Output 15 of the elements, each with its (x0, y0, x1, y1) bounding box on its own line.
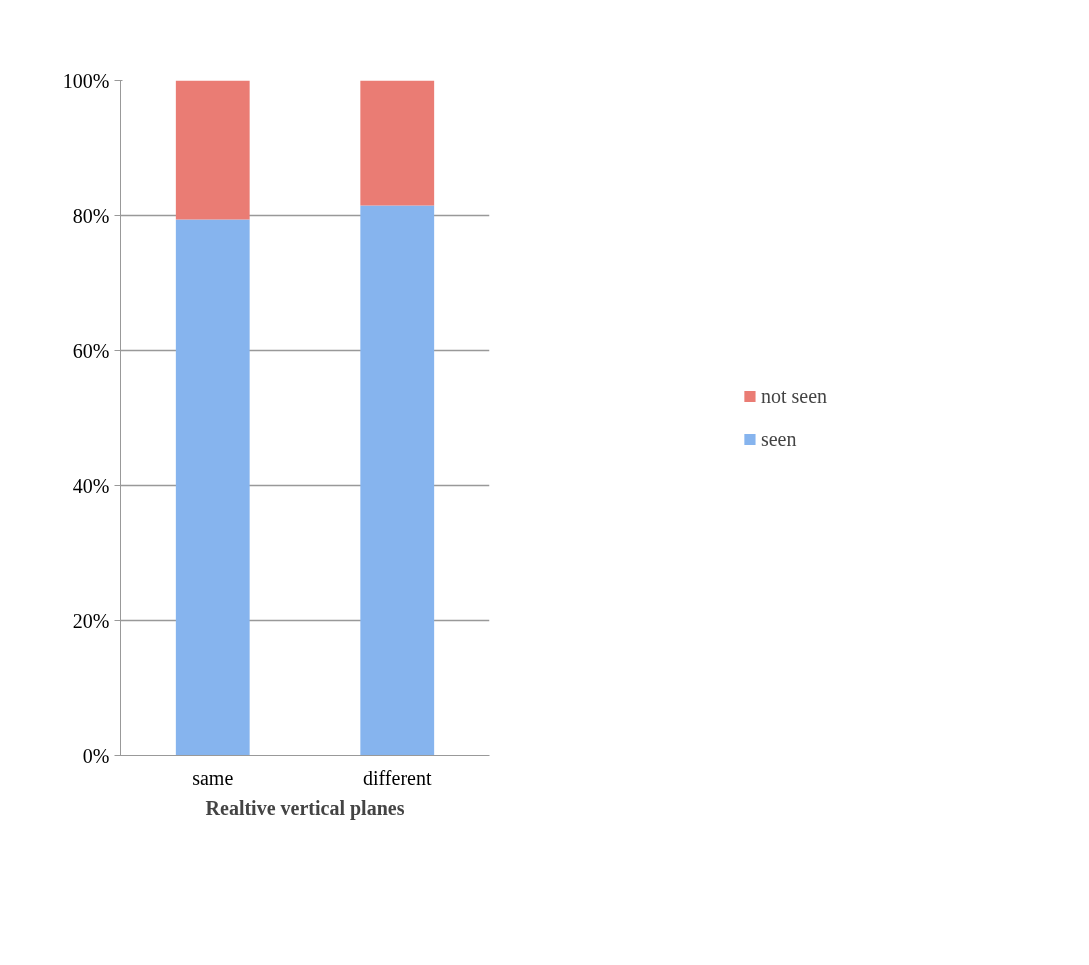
x-tick-label: same (192, 766, 234, 789)
x-tick-label: different (363, 766, 432, 789)
y-tick-label: 100% (62, 69, 110, 92)
y-tick-label: 60% (72, 339, 110, 362)
y-tick-label: 80% (72, 204, 110, 227)
bar (360, 80, 435, 206)
y-tick-label: 40% (72, 474, 110, 497)
x-axis-title: Realtive vertical planes (205, 796, 405, 820)
legend-label: seen (760, 427, 797, 451)
bar (360, 205, 435, 756)
bar (175, 219, 250, 756)
bar (175, 80, 250, 220)
y-tick-label: 0% (82, 744, 110, 767)
y-tick-label: 20% (72, 609, 110, 632)
legend-label: not seen (760, 384, 828, 408)
